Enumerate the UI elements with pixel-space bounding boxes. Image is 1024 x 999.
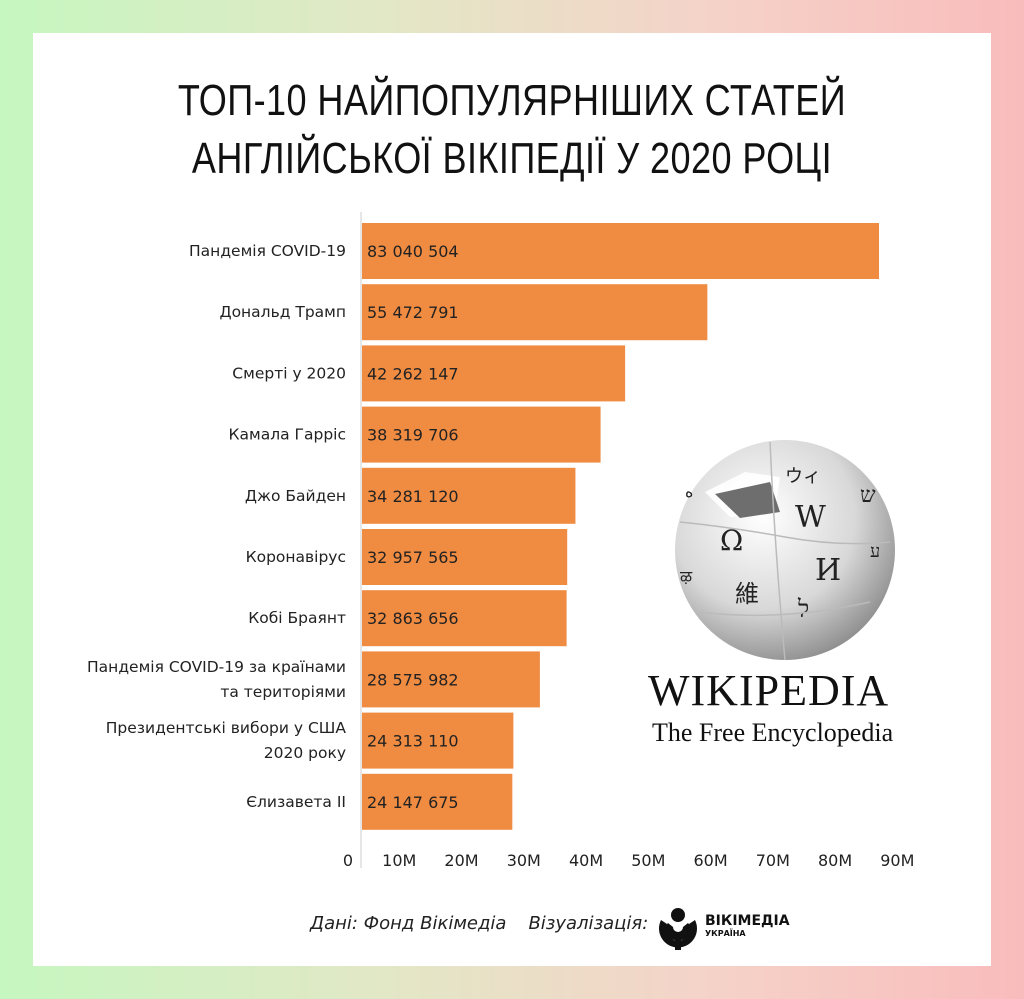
svg-text:И: И <box>815 553 841 588</box>
bar <box>362 284 708 341</box>
x-tick-label: 50M <box>631 851 665 870</box>
x-tick-label: 20M <box>444 851 478 870</box>
x-tick-label: 0 <box>343 851 353 870</box>
wikipedia-globe-logo: Ω W И 維 ウィ ש ע ל ه ऴ <box>675 440 895 661</box>
value-label: 28 575 982 <box>367 670 459 689</box>
credits: Дані: Фонд Вікімедіа Візуалізація: <box>310 913 670 934</box>
svg-text:Ω: Ω <box>720 524 743 557</box>
x-tick-label: 80M <box>818 851 852 870</box>
data-source: Дані: Фонд Вікімедіа <box>310 913 507 934</box>
svg-text:ע: ע <box>870 541 880 562</box>
value-label: 34 281 120 <box>367 487 459 506</box>
category-label: Дональд Трамп <box>219 303 346 321</box>
bar <box>362 773 513 830</box>
bar <box>362 712 514 769</box>
value-label: 32 863 656 <box>367 609 459 628</box>
x-tick-label: 30M <box>507 851 541 870</box>
svg-text:W: W <box>795 500 826 535</box>
category-label: Кобі Браянт <box>248 609 346 627</box>
value-label: 24 313 110 <box>367 732 459 751</box>
x-tick-label: 40M <box>569 851 603 870</box>
org-country: УКРАЇНА <box>705 929 746 938</box>
x-tick-label: 70M <box>756 851 790 870</box>
x-tick-label: 60M <box>693 851 727 870</box>
chart-title: ТОП-10 НАЙПОПУЛЯРНІШИХ СТАТЕЙ АНГЛІЙСЬКО… <box>92 72 932 188</box>
category-label: Пандемія COVID-19 за країнами <box>87 658 346 676</box>
value-label: 32 957 565 <box>367 548 459 567</box>
bar <box>362 406 601 463</box>
svg-text:ウィ: ウィ <box>785 466 821 487</box>
category-label: Джо Байден <box>245 487 346 505</box>
title-line-1: ТОП-10 НАЙПОПУЛЯРНІШИХ СТАТЕЙ <box>177 76 847 125</box>
value-label: 42 262 147 <box>367 364 459 383</box>
bar <box>362 651 540 708</box>
svg-text:ه: ه <box>685 482 693 501</box>
wikimedia-ukraine-icon <box>659 908 697 950</box>
value-label: 24 147 675 <box>367 793 459 812</box>
svg-text:ऴ: ऴ <box>680 567 693 586</box>
title-line-2: АНГЛІЙСЬКОЇ ВІКІПЕДІЇ У 2020 РОЦІ <box>191 134 833 183</box>
bar <box>362 590 567 647</box>
wikipedia-tagline: The Free Encyclopedia <box>652 718 894 747</box>
value-label: 55 472 791 <box>367 303 459 322</box>
bar <box>362 345 626 402</box>
x-tick-label: 90M <box>880 851 914 870</box>
category-label: Смерті у 2020 <box>232 364 346 382</box>
x-tick-label: 10M <box>382 851 416 870</box>
value-label: 38 319 706 <box>367 426 459 445</box>
bar <box>362 223 880 279</box>
category-label: 2020 року <box>264 744 346 762</box>
svg-text:ל: ל <box>797 595 809 623</box>
org-name: ВІКІМЕДІА <box>705 913 790 929</box>
bar <box>362 529 568 585</box>
category-label: Пандемія COVID-19 <box>189 242 346 260</box>
category-label: Коронавірус <box>246 548 346 566</box>
category-label: та територіями <box>220 683 346 701</box>
svg-text:維: 維 <box>735 580 759 608</box>
wikimedia-ukraine-logo: ВІКІМЕДІА УКРАЇНА <box>705 913 790 939</box>
svg-text:ש: ש <box>860 483 876 508</box>
category-label: Єлизавета II <box>246 793 346 811</box>
category-label: Камала Гарріс <box>229 426 346 444</box>
value-label: 83 040 504 <box>367 242 459 261</box>
viz-label: Візуалізація: <box>528 913 649 934</box>
wikipedia-wordmark: WIKIPEDIA <box>648 666 890 715</box>
category-label: Президентські вибори у США <box>106 719 347 737</box>
bar <box>362 467 576 524</box>
